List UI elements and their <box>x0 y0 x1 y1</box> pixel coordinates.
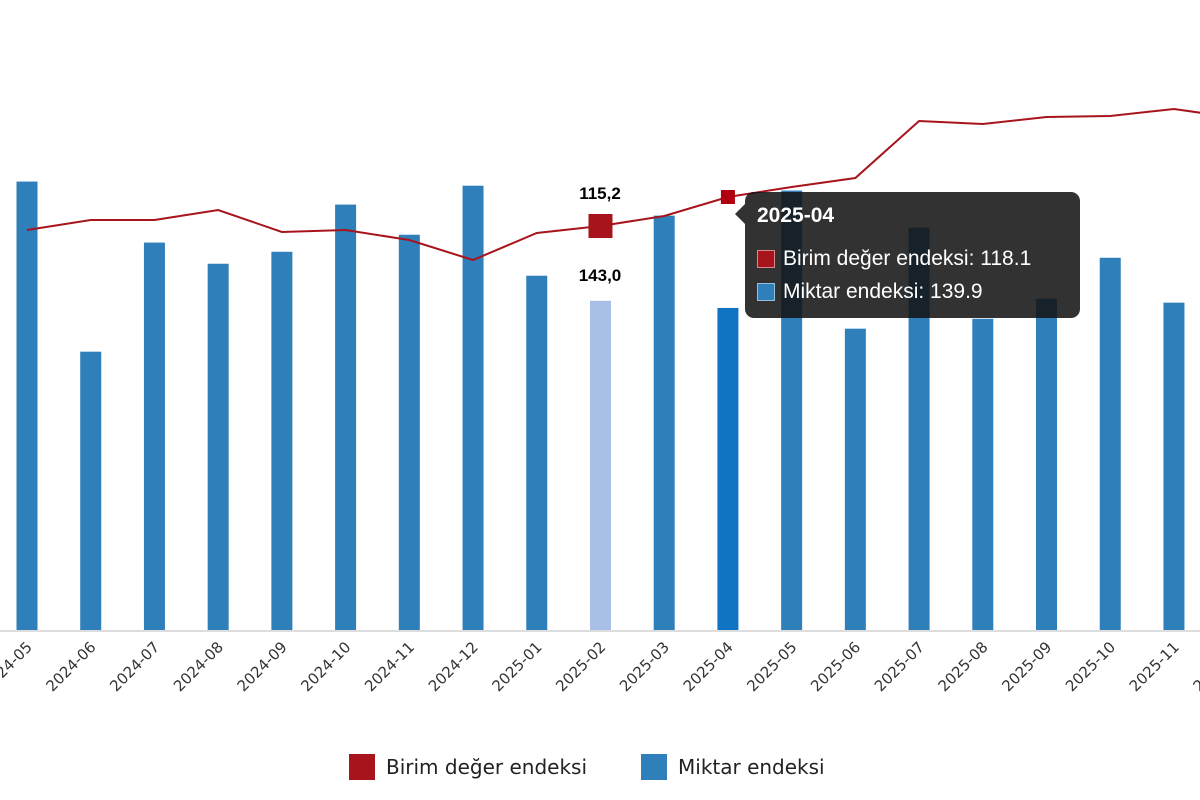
x-axis-ticks: 2024-05 2024-06 2024-07 2024-08 2024-09 2024-… <box>0 638 1200 695</box>
x-tick-label: 2025-03 <box>616 638 673 695</box>
bar-2025-10[interactable] <box>1099 257 1121 630</box>
legend-label-miktar: Miktar endeksi <box>678 755 825 779</box>
legend-swatch-miktar <box>641 754 667 780</box>
bar-2024-08[interactable] <box>207 263 229 630</box>
line-data-label: 115,2 <box>579 184 621 203</box>
x-tick-label: 2024-06 <box>42 638 99 695</box>
bar-2025-04[interactable] <box>717 307 739 630</box>
line-series <box>26 107 1200 262</box>
line-path <box>26 107 1200 262</box>
x-tick-label: 2025-10 <box>1062 638 1119 695</box>
line-point-2025-04[interactable] <box>720 190 735 204</box>
legend-item-birim[interactable]: Birim değer endeksi <box>349 754 587 780</box>
bar-2024-11[interactable] <box>398 234 420 631</box>
x-tick-label: 2025-07 <box>871 638 928 695</box>
bar-2024-05[interactable] <box>16 181 38 630</box>
tooltip: 2025-04 Birim değer endeksi: 118.1 Mikta… <box>735 192 1080 318</box>
bar-2025-03[interactable] <box>653 215 675 630</box>
tooltip-row-birim: Birim değer endeksi: 118.1 <box>757 242 1068 275</box>
x-tick-label: 2025-05 <box>743 638 800 695</box>
bar-2025-02[interactable] <box>589 300 611 630</box>
tooltip-text-birim: Birim değer endeksi: 118.1 <box>783 246 1032 270</box>
x-tick-label: 2025-08 <box>935 638 992 695</box>
bar-2024-12[interactable] <box>462 185 484 631</box>
x-tick-label: 2025-12 <box>1189 638 1200 695</box>
x-tick-label: 2024-12 <box>425 638 482 695</box>
legend-label-birim: Birim değer endeksi <box>386 755 587 779</box>
bar-data-label: 143,0 <box>579 266 622 285</box>
tooltip-swatch-miktar <box>757 282 775 301</box>
bar-2025-08[interactable] <box>972 318 994 630</box>
tooltip-text-miktar: Miktar endeksi: 139.9 <box>783 279 983 303</box>
x-tick-label: 2025-09 <box>998 638 1055 695</box>
tooltip-title: 2025-04 <box>757 204 835 227</box>
bar-2025-01[interactable] <box>526 275 548 630</box>
bar-2024-10[interactable] <box>335 204 357 630</box>
legend: Birim değer endeksi Miktar endeksi <box>349 754 825 780</box>
x-tick-label: 2024-05 <box>0 638 36 695</box>
line-point-2025-02[interactable] <box>588 214 613 238</box>
bar-2025-09[interactable] <box>1036 298 1058 630</box>
x-tick-label: 2024-08 <box>170 638 227 695</box>
legend-swatch-birim <box>349 754 375 780</box>
tooltip-row-miktar: Miktar endeksi: 139.9 <box>757 275 1068 308</box>
x-tick-label: 2025-11 <box>1126 638 1183 695</box>
tooltip-swatch-birim <box>757 249 775 268</box>
bar-2024-07[interactable] <box>143 242 165 630</box>
bar-2025-11[interactable] <box>1163 302 1185 630</box>
x-tick-label: 2024-10 <box>297 638 354 695</box>
bar-2025-06[interactable] <box>844 328 866 630</box>
legend-item-miktar[interactable]: Miktar endeksi <box>641 754 825 780</box>
x-tick-label: 2024-11 <box>361 638 418 695</box>
x-tick-label: 2025-01 <box>489 638 546 695</box>
bar-2024-06[interactable] <box>80 351 102 630</box>
bar-2024-09[interactable] <box>271 251 293 630</box>
bar-2025-07[interactable] <box>908 227 930 630</box>
x-tick-label: 2024-07 <box>106 638 163 695</box>
x-tick-label: 2025-06 <box>807 638 864 695</box>
bar-series <box>16 181 1185 631</box>
x-tick-label: 2025-04 <box>680 638 737 695</box>
x-tick-label: 2024-09 <box>234 638 291 695</box>
x-tick-label: 2025-02 <box>552 638 609 695</box>
